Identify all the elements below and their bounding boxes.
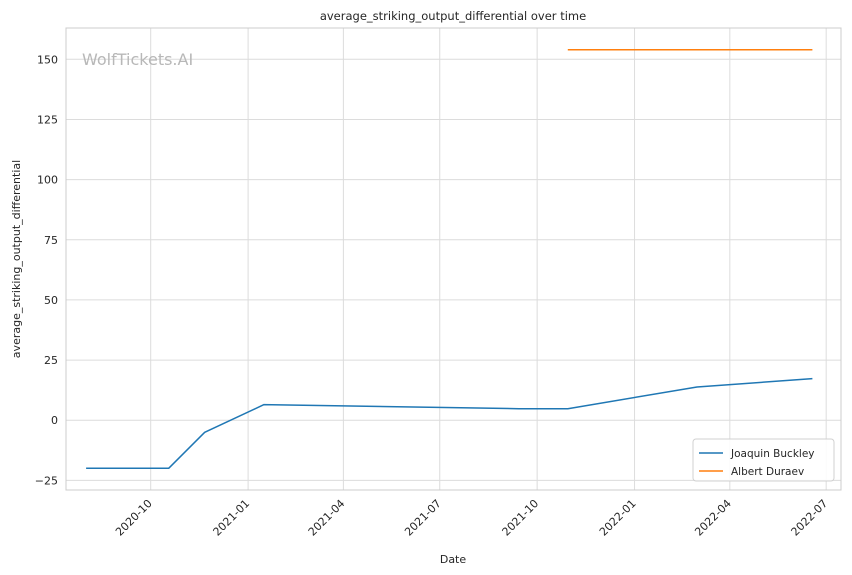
legend: Joaquin Buckley Albert Duraev [692, 438, 835, 482]
watermark: WolfTickets.AI [82, 50, 193, 69]
y-tick-label: 25 [44, 354, 58, 367]
y-axis-label: average_striking_output_differential [10, 160, 23, 358]
y-tick-label: 0 [51, 414, 58, 427]
y-tick-label: 75 [44, 234, 58, 247]
plot-frame [65, 27, 842, 491]
legend-label: Albert Duraev [731, 466, 804, 478]
y-tick-label: 150 [37, 53, 58, 66]
chart-title: average_striking_output_differential ove… [320, 9, 586, 23]
grid [66, 28, 841, 490]
series-layer [86, 48, 813, 470]
y-tick-label: 50 [44, 294, 58, 307]
y-tick-label: 125 [37, 113, 58, 126]
legend-label: Joaquin Buckley [730, 448, 815, 460]
y-tick-label: 100 [37, 174, 58, 187]
series-line-joaquin-buckley [86, 377, 813, 470]
y-tick-labels: −25 0 25 50 75 100 125 150 [35, 53, 58, 487]
x-axis-label: Date [440, 553, 467, 566]
y-tick-label: −25 [35, 474, 58, 487]
legend-box [692, 438, 835, 482]
